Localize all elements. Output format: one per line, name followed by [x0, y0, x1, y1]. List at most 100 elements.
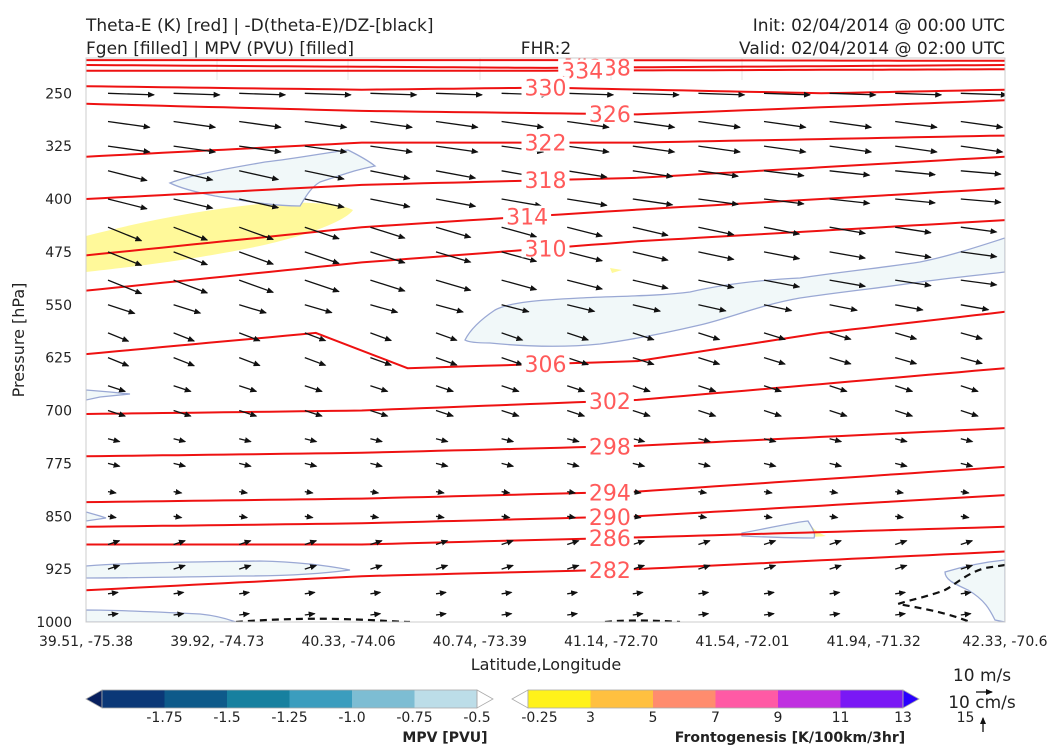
circulation-vector: [763, 145, 807, 155]
circulation-vector: [763, 385, 783, 393]
y-tick-label: 325: [45, 139, 72, 155]
circulation-vector: [370, 611, 382, 618]
circulation-vector: [501, 356, 524, 366]
circulation-vector: [829, 513, 839, 520]
circulation-vector: [698, 170, 739, 179]
circulation-vector: [1026, 411, 1043, 417]
mpv-region: [86, 511, 107, 522]
circulation-vector: [238, 332, 261, 342]
colorbar-tick-label: -1.0: [338, 710, 365, 726]
circulation-vector: [829, 198, 871, 206]
circulation-vector: [829, 145, 873, 155]
title-center: FHR:2: [521, 39, 571, 59]
circulation-vector: [239, 120, 282, 130]
circulation-vector: [960, 332, 983, 341]
y-axis-label: Pressure [hPa]: [9, 283, 28, 398]
theta-e-contour-label: 290: [589, 506, 631, 531]
contour-label-bg: [585, 558, 634, 579]
circulation-vector: [1026, 463, 1038, 466]
contour-label-bg: [503, 205, 552, 226]
theta-e-contour: [86, 367, 1005, 415]
circulation-vector: [698, 539, 711, 546]
theta-e-contour-label: 306: [525, 353, 567, 378]
circulation-vector: [501, 513, 511, 520]
contour-label-bg: [585, 481, 634, 502]
circulation-vector: [698, 304, 727, 313]
circulation-vector: [1026, 516, 1034, 517]
circulation-vector: [763, 170, 805, 178]
x-axis: 39.51, -75.38 39.92, -74.73 40.33, -74.06 4…: [39, 634, 1048, 650]
circulation-vector: [567, 170, 608, 180]
colorbar-swatch: [778, 690, 841, 708]
circulation-vector: [435, 304, 464, 314]
circulation-vector: [239, 170, 280, 182]
circulation-vector: [698, 120, 741, 130]
contour-label-bg: [521, 352, 570, 373]
colorbar-frame: [101, 689, 478, 709]
contour-label-bg: [585, 435, 634, 456]
ref-vertical-label: 10 cm/s: [948, 693, 1016, 713]
theta-e-contour: [86, 68, 1005, 72]
y-tick-label: 775: [45, 456, 72, 472]
plot-area: 3423383343303263223183143103063022982942…: [86, 58, 1050, 622]
circulation-vector: [304, 437, 318, 444]
circulation-vector: [435, 437, 449, 444]
colorbar-swatch: [102, 690, 165, 708]
circulation-vector: [763, 198, 805, 207]
y-tick-label: 700: [45, 404, 72, 420]
colorbar-extend-right: [476, 689, 494, 709]
circulation-vector: [632, 120, 676, 130]
circulation-vector: [960, 564, 974, 571]
circulation-vector: [239, 198, 280, 210]
circulation-vector: [698, 198, 739, 207]
mpv-region: [86, 609, 237, 622]
x-axis-label: Latitude,Longitude: [471, 655, 622, 674]
circulation-vector: [370, 304, 399, 314]
colorbar-swatch: [653, 690, 716, 708]
theta-e-contour-label: 314: [506, 206, 548, 231]
circulation-vector: [829, 385, 848, 393]
circulation-vector: [698, 356, 721, 366]
circulation-vector: [501, 611, 513, 618]
circulation-vector: [894, 409, 914, 418]
circulation-vector: [960, 409, 979, 418]
colorbar-extend-left: [85, 689, 103, 709]
circulation-vector: [960, 145, 1004, 155]
circulation-vector: [435, 198, 477, 209]
circulation-vector: [304, 539, 318, 546]
circulation-vector: [895, 145, 938, 155]
circulation-vector: [435, 564, 449, 571]
circulation-vector: [1026, 541, 1037, 545]
circulation-vector: [763, 226, 801, 236]
circulation-vector: [567, 513, 577, 520]
circulation-vector: [895, 437, 908, 444]
circulation-vector: [501, 539, 514, 546]
colorbar-tick-label: 11: [832, 710, 850, 726]
circulation-vector: [304, 513, 314, 520]
circulation-vector: [567, 304, 596, 313]
circulation-vector: [370, 590, 382, 597]
circulation-vector: [632, 409, 651, 418]
circulation-vector: [632, 356, 655, 366]
circulation-vector: [698, 488, 708, 495]
circulation-vector: [895, 279, 932, 288]
circulation-vector: [435, 170, 477, 180]
circulation-vector: [107, 488, 117, 495]
circulation-vector: [895, 332, 918, 341]
circulation-vector: [1026, 146, 1050, 152]
circulation-vector: [763, 332, 786, 341]
circulation-vector: [1026, 171, 1050, 174]
circulation-vector: [895, 120, 938, 130]
circulation-vector: [107, 332, 130, 342]
circulation-vector: [304, 611, 316, 618]
y-tick-label: 925: [45, 562, 72, 578]
theta-e-contour: [86, 550, 1005, 592]
fgen-region: [610, 268, 622, 273]
circulation-vector: [501, 332, 524, 341]
circulation-vector: [239, 91, 287, 98]
circulation-vector: [501, 488, 511, 495]
circulation-vector: [960, 461, 974, 468]
circulation-vector: [370, 91, 418, 98]
circulation-vector: [698, 564, 711, 571]
theta-e-contour: [86, 59, 1005, 62]
